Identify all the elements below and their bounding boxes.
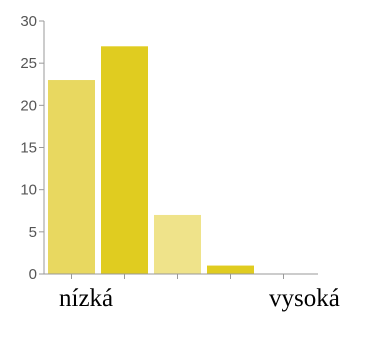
bar-2 xyxy=(101,46,148,274)
high-scale-label: vysoká xyxy=(269,285,340,312)
bars xyxy=(48,46,254,275)
y-axis: 0 5 10 15 20 25 30 xyxy=(20,13,45,283)
bar-3 xyxy=(154,214,201,274)
x-tick-label: 3 xyxy=(173,283,181,285)
x-tick-label: 4 xyxy=(226,283,234,285)
y-tick-label: 5 xyxy=(29,224,37,241)
y-tick-label: 30 xyxy=(20,13,37,30)
bar-4 xyxy=(207,265,254,274)
y-tick-label: 15 xyxy=(20,140,37,157)
x-tick-label: 5 xyxy=(279,283,287,285)
y-tick-label: 0 xyxy=(29,266,37,283)
y-tick-label: 25 xyxy=(20,55,37,72)
x-axis: 1 2 3 4 5 xyxy=(44,273,318,285)
y-tick-label: 20 xyxy=(20,97,37,114)
low-scale-label: nízká xyxy=(59,285,114,312)
bar-chart: 0 5 10 15 20 25 30 1 2 3 4 5 xyxy=(20,13,318,285)
x-tick-label: 2 xyxy=(120,283,128,285)
x-tick-label: 1 xyxy=(67,283,75,285)
bar-1 xyxy=(48,80,95,275)
y-tick-label: 10 xyxy=(20,182,37,199)
